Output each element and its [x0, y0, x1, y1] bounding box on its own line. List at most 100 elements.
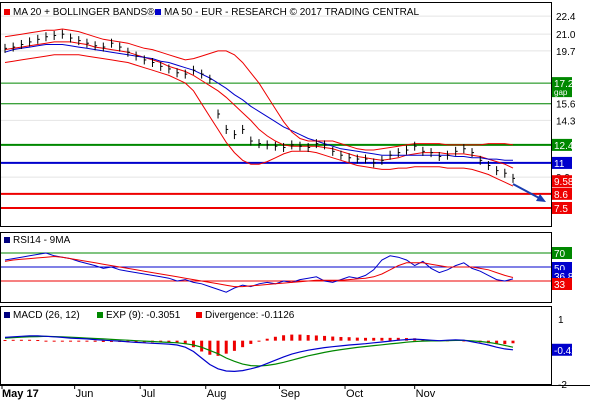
price-y-tick-label: 14.3: [556, 116, 576, 127]
macd-divergence-bar: [224, 340, 228, 354]
x-tick-label: Oct: [346, 388, 363, 400]
macd-divergence-bar: [60, 340, 64, 342]
macd-y-tick-label: 1: [558, 315, 564, 326]
price-level-label: 12.4: [554, 141, 574, 152]
price-legend-ma50: MA 50 - EUR - RESEARCH © 2017 TRADING CE…: [164, 7, 419, 18]
macd-divergence-bar: [503, 340, 507, 345]
macd-current-value: -0.42: [554, 346, 577, 357]
price-bars: [4, 29, 515, 183]
price-level-label-box: [552, 187, 572, 200]
macd-divergence-bar: [249, 340, 253, 344]
macd-divergence-bar: [93, 340, 97, 342]
price-forecast-arrowhead: [536, 194, 546, 202]
price-level-label: 17.2: [554, 79, 574, 90]
price-level-label-box: [552, 201, 572, 214]
price-y-tick-label: 22.4: [556, 12, 576, 23]
price-legend-ma20: MA 20 + BOLLINGER BANDS®: [13, 7, 155, 18]
macd-panel: MACD (26, 12) EXP (9): -0.3051 Divergenc…: [3, 310, 577, 391]
macd-divergence-bar: [364, 337, 368, 341]
macd-divergence-bar: [216, 340, 220, 356]
macd-divergence-bar: [11, 339, 15, 341]
price-legend-ma20-swatch: [4, 9, 10, 15]
price-level-label: 7.5: [554, 204, 568, 215]
panel-frame: [0, 2, 552, 227]
macd-divergence-bar: [69, 340, 73, 342]
price-level-label: 11: [554, 159, 565, 170]
price-series-upper-band: [4, 28, 514, 151]
macd-divergence-bar: [36, 340, 40, 342]
panel-frame: [0, 306, 552, 385]
macd-divergence-bar: [355, 337, 359, 341]
macd-divergence-bar: [511, 340, 515, 344]
rsi-ma-value: 33: [554, 280, 566, 291]
macd-divergence-bar: [241, 340, 245, 348]
macd-divergence-bar: [101, 340, 105, 342]
price-level-label-box: [552, 77, 572, 98]
macd-divergence-bar: [208, 340, 212, 355]
rsi-current-value: 36.8: [554, 272, 574, 283]
price-level-label-box: [552, 138, 572, 151]
macd-divergence-bar: [298, 334, 302, 341]
price-y-tick-label: 15.6: [556, 100, 576, 111]
macd-divergence-bar: [19, 339, 23, 341]
macd-divergence-bar: [380, 337, 384, 341]
price-series: [4, 28, 514, 187]
macd-divergence-bar: [200, 340, 204, 352]
rsi-y-tick-70-box: [552, 247, 572, 259]
macd-divergence-bar: [257, 340, 261, 342]
x-tick-label: May 17: [2, 388, 39, 400]
x-tick-label: Jun: [76, 388, 94, 400]
macd-legend-swatch: [4, 312, 10, 318]
rsi-ma-value-box: [552, 278, 572, 290]
price-series-ma-50: [4, 44, 513, 161]
macd-divergence-bar: [134, 340, 138, 343]
macd-current-value-box: [552, 343, 572, 356]
macd-divergence-bars: [3, 334, 515, 356]
macd-divergence-bar: [175, 340, 179, 343]
price-y-tick-label: 21.0: [556, 30, 576, 41]
macd-series-exp: [4, 335, 514, 367]
price-level-label: 8.6: [554, 190, 568, 201]
macd-divergence-bar: [495, 340, 499, 345]
macd-divergence-bar: [85, 340, 89, 342]
rsi-legend: RSI14 - 9MA: [13, 235, 71, 246]
macd-divergence-bar: [77, 340, 81, 342]
macd-series-macd: [4, 335, 514, 373]
price-level-label-box: [552, 156, 572, 169]
x-axis: May 17 Jun Jul Aug Sep Oct Nov: [1, 385, 436, 400]
price-y-tick-label: 19.7: [556, 47, 576, 58]
price-series-lower-band: [4, 54, 514, 187]
rsi-series: [4, 252, 514, 293]
macd-divergence-bar: [396, 337, 400, 341]
price-level-label-box: [552, 175, 572, 188]
macd-divergence-bar: [3, 340, 7, 342]
rsi-series-9ma: [4, 255, 514, 288]
macd-labels: -0.42: [552, 343, 577, 357]
macd-exp-swatch: [97, 312, 103, 318]
rsi-panel: RSI14 - 9MA 70 50 36.833: [0, 235, 574, 293]
macd-divergence-bar: [167, 340, 171, 343]
macd-divergence-bar: [388, 337, 392, 341]
price-panel: MA 20 + BOLLINGER BANDS® MA 50 - EUR - R…: [0, 7, 576, 215]
macd-divergence-bar: [339, 336, 343, 341]
macd-divergence-bar: [232, 340, 236, 351]
price-level-label-sub: gap: [554, 88, 568, 97]
rsi-y-tick-70: 70: [554, 249, 566, 260]
rsi-labels: 36.833: [552, 270, 574, 291]
macd-divergence-bar: [44, 340, 48, 342]
macd-legend: MACD (26, 12): [13, 310, 80, 321]
macd-divergence-bar: [273, 336, 277, 341]
macd-divergence-bar: [331, 336, 335, 341]
macd-divergence-bar: [52, 340, 56, 342]
macd-divergence-bar: [314, 335, 318, 341]
rsi-y-tick-50: 50: [554, 264, 566, 275]
macd-divergence-bar: [347, 337, 351, 341]
macd-divergence-bar: [290, 334, 294, 341]
macd-divergence-bar: [282, 335, 286, 341]
macd-div-legend: Divergence: -0.1126: [205, 310, 295, 321]
macd-divergence-bar: [306, 335, 310, 341]
panel-frame: [0, 232, 552, 303]
